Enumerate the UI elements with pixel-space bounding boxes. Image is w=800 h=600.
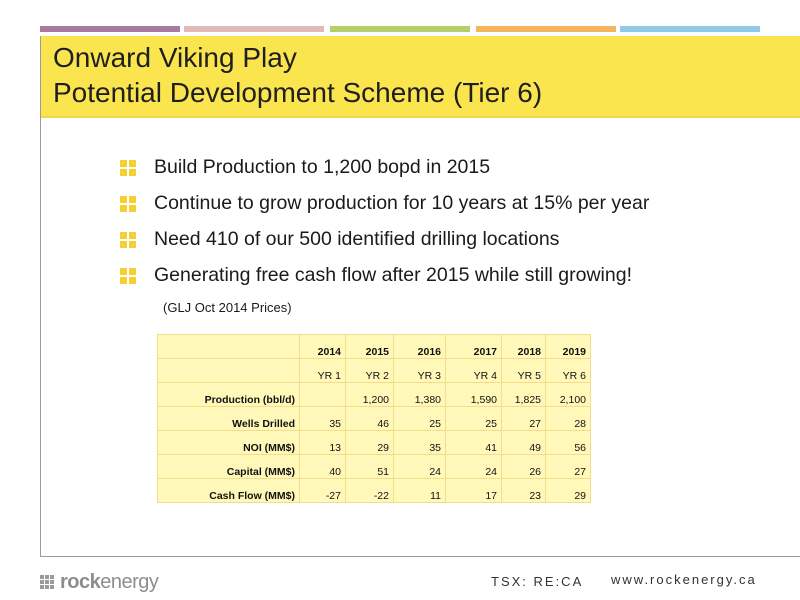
prices-note: (GLJ Oct 2014 Prices) <box>163 300 292 315</box>
table-cell: 17 <box>445 478 502 503</box>
table-cell: -27 <box>299 478 346 503</box>
year-index-cell: YR 6 <box>545 358 591 383</box>
table-cell: 23 <box>501 478 546 503</box>
top-stripe-1 <box>40 26 180 32</box>
year-header: 2019 <box>545 334 591 359</box>
row-label: Production (bbl/d) <box>157 382 300 407</box>
table-cell: 25 <box>393 406 446 431</box>
square-bullet-icon <box>120 232 136 248</box>
table-cell: 1,200 <box>345 382 394 407</box>
top-stripe-3 <box>330 26 470 32</box>
year-index-cell: YR 4 <box>445 358 502 383</box>
table-blank-cell <box>157 358 300 383</box>
logo-wordmark-light: energy <box>100 571 159 593</box>
table-row: NOI (MM$) 13 29 35 41 49 56 <box>157 430 591 455</box>
bullet-list: Build Production to 1,200 bopd in 2015 C… <box>120 150 780 294</box>
table-cell: 1,590 <box>445 382 502 407</box>
table-cell: 56 <box>545 430 591 455</box>
table-cell: 1,825 <box>501 382 546 407</box>
top-stripe-5 <box>620 26 760 32</box>
bullet-text: Continue to grow production for 10 years… <box>154 192 650 214</box>
square-bullet-icon <box>120 160 136 176</box>
bullet-text: Need 410 of our 500 identified drilling … <box>154 228 560 250</box>
row-label: NOI (MM$) <box>157 430 300 455</box>
table-row: Capital (MM$) 40 51 24 24 26 27 <box>157 454 591 479</box>
table-row: Cash Flow (MM$) -27 -22 11 17 23 29 <box>157 478 591 503</box>
year-header: 2014 <box>299 334 346 359</box>
year-header: 2015 <box>345 334 394 359</box>
table-cell: 41 <box>445 430 502 455</box>
table-cell <box>299 382 346 407</box>
table-cell: 49 <box>501 430 546 455</box>
year-index-cell: YR 3 <box>393 358 446 383</box>
row-label: Cash Flow (MM$) <box>157 478 300 503</box>
website-url: www.rockenergy.ca <box>611 572 757 587</box>
year-index-cell: YR 5 <box>501 358 546 383</box>
logo-wordmark: rockenergy <box>60 571 159 593</box>
table-cell: 24 <box>393 454 446 479</box>
year-header: 2017 <box>445 334 502 359</box>
table-cell: 35 <box>299 406 346 431</box>
table-cell: 46 <box>345 406 394 431</box>
slide-title-line-2: Potential Development Scheme (Tier 6) <box>53 77 543 108</box>
table-cell: 1,380 <box>393 382 446 407</box>
table-cell: 2,100 <box>545 382 591 407</box>
table-cell: 40 <box>299 454 346 479</box>
square-bullet-icon <box>120 268 136 284</box>
year-index-cell: YR 2 <box>345 358 394 383</box>
table-cell: 13 <box>299 430 346 455</box>
ticker-symbol: TSX: RE:CA <box>491 574 584 589</box>
table-cell: 29 <box>345 430 394 455</box>
year-index-cell: YR 1 <box>299 358 346 383</box>
bullet-text: Generating free cash flow after 2015 whi… <box>154 264 632 286</box>
table-cell: 51 <box>345 454 394 479</box>
square-bullet-icon <box>120 196 136 212</box>
slide-frame-left <box>40 36 41 557</box>
bullet-item: Continue to grow production for 10 years… <box>120 186 780 222</box>
row-label: Wells Drilled <box>157 406 300 431</box>
year-header: 2018 <box>501 334 546 359</box>
development-table: 2014 2015 2016 2017 2018 2019 YR 1 YR 2 … <box>157 334 591 503</box>
bullet-item: Generating free cash flow after 2015 whi… <box>120 258 780 294</box>
table-cell: 25 <box>445 406 502 431</box>
slide-title-line-1: Onward Viking Play <box>53 42 297 73</box>
table-cell: 35 <box>393 430 446 455</box>
slide-frame-bottom <box>40 556 800 557</box>
table-row: Wells Drilled 35 46 25 25 27 28 <box>157 406 591 431</box>
top-stripe-4 <box>476 26 616 32</box>
table-cell: -22 <box>345 478 394 503</box>
table-cell: 29 <box>545 478 591 503</box>
table-row: Production (bbl/d) 1,200 1,380 1,590 1,8… <box>157 382 591 407</box>
logo-wordmark-bold: rock <box>60 571 101 593</box>
top-stripe-2 <box>184 26 324 32</box>
bullet-text: Build Production to 1,200 bopd in 2015 <box>154 156 491 178</box>
table-cell: 27 <box>545 454 591 479</box>
year-index-row: YR 1 YR 2 YR 3 YR 4 YR 5 YR 6 <box>157 358 591 383</box>
logo-grid-icon <box>40 575 54 589</box>
table-cell: 24 <box>445 454 502 479</box>
rockenergy-logo: rockenergy <box>40 571 159 593</box>
table-cell: 27 <box>501 406 546 431</box>
table-corner-cell <box>157 334 300 359</box>
table-cell: 26 <box>501 454 546 479</box>
table-cell: 11 <box>393 478 446 503</box>
table-header-row: 2014 2015 2016 2017 2018 2019 <box>157 334 591 359</box>
bullet-item: Need 410 of our 500 identified drilling … <box>120 222 780 258</box>
row-label: Capital (MM$) <box>157 454 300 479</box>
year-header: 2016 <box>393 334 446 359</box>
title-banner: Onward Viking Play Potential Development… <box>41 36 800 118</box>
bullet-item: Build Production to 1,200 bopd in 2015 <box>120 150 780 186</box>
table-cell: 28 <box>545 406 591 431</box>
